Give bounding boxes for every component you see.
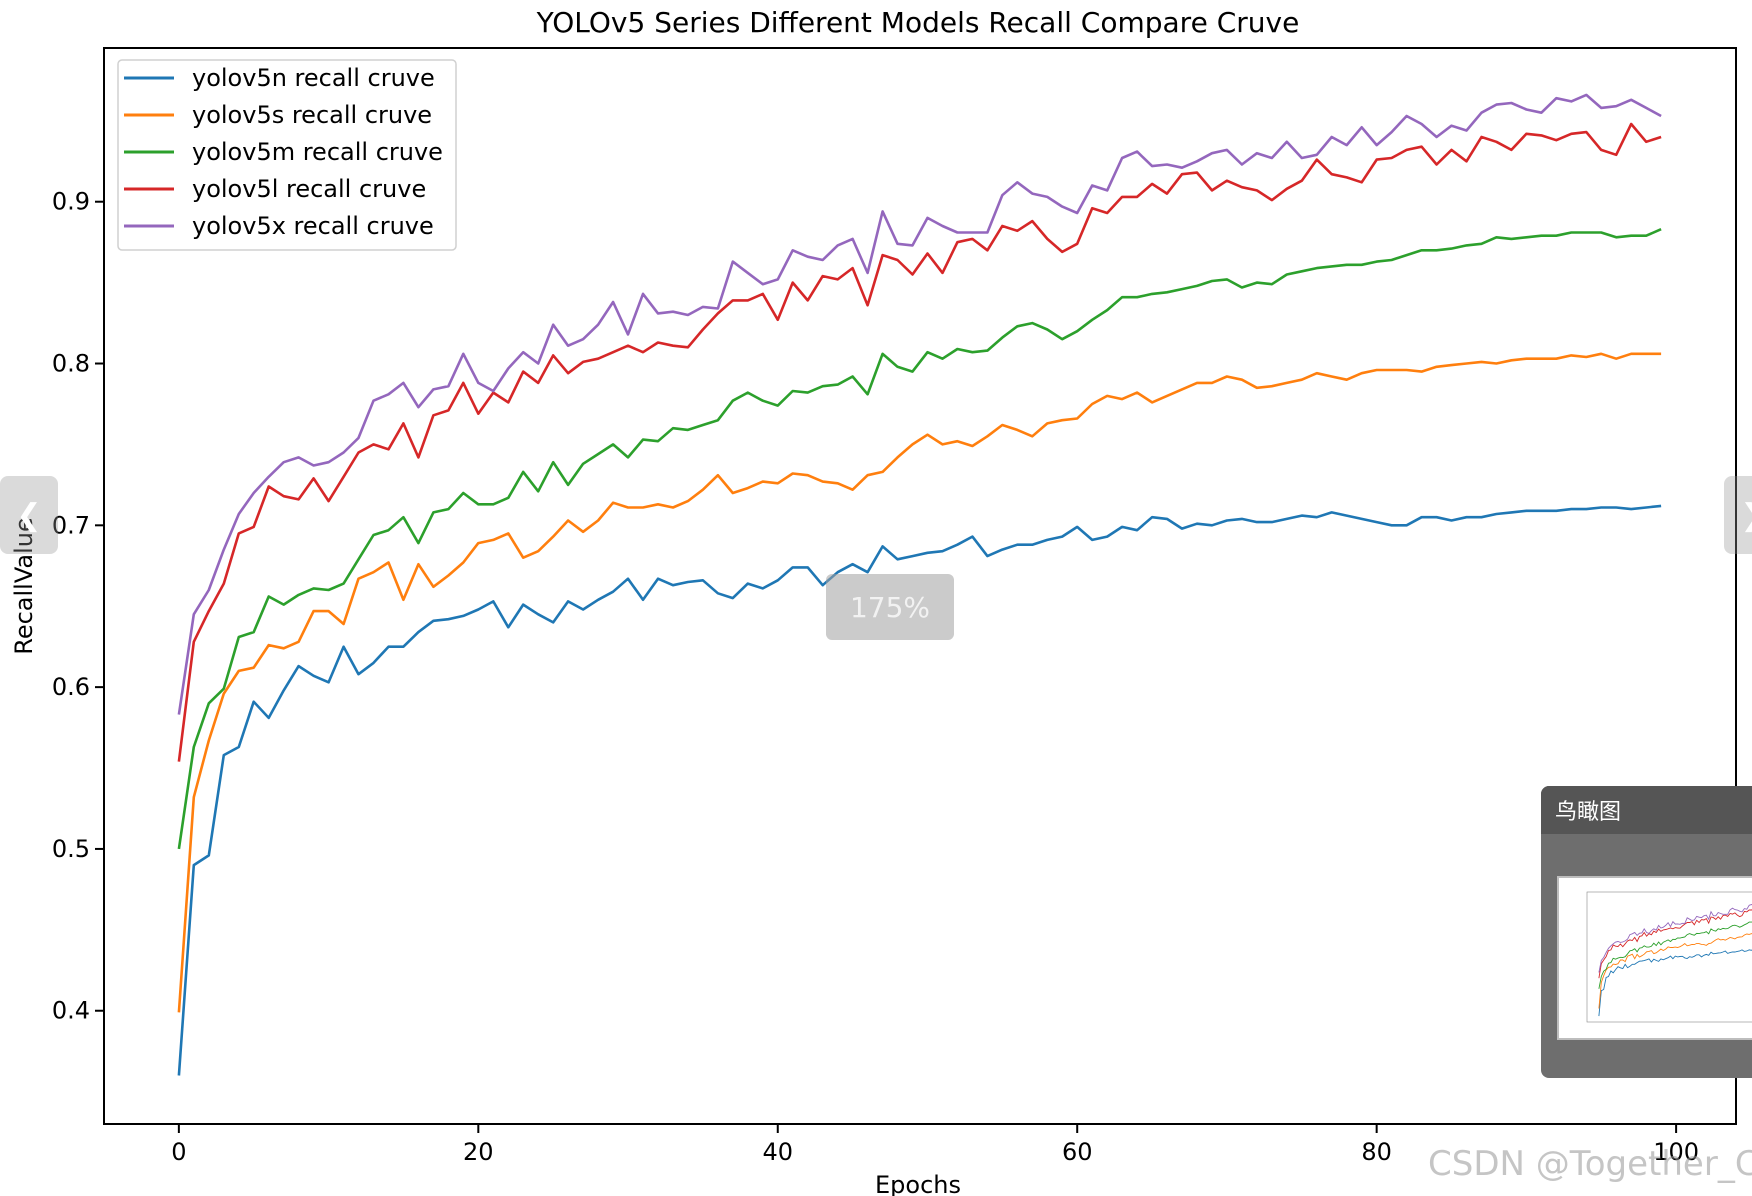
x-axis: 0 20 40 60 80 100 [171, 1124, 1699, 1166]
legend-label-1: yolov5s recall cruve [192, 101, 432, 129]
birdseye-panel[interactable]: 鸟瞰图 [1541, 786, 1752, 1078]
x-tick-label: 60 [1062, 1138, 1093, 1166]
y-tick-label: 0.6 [52, 673, 90, 701]
legend: yolov5n recall cruve yolov5s recall cruve… [117, 59, 457, 251]
thumbnail-line-3 [1598, 909, 1752, 979]
birdseye-thumbnail[interactable] [1557, 876, 1752, 1040]
thumbnail-line-4 [1598, 903, 1752, 973]
legend-label-4: yolov5x recall cruve [192, 212, 434, 240]
thumbnail-chart [1586, 891, 1752, 1023]
x-tick-label: 0 [171, 1138, 186, 1166]
chevron-right-icon: ❯ [1740, 498, 1752, 533]
y-axis-label: RecallValue [10, 517, 38, 655]
legend-box [117, 59, 457, 251]
thumbnail-frame [1586, 891, 1752, 1023]
x-tick-label: 100 [1653, 1138, 1699, 1166]
zoom-level-badge: 175% [826, 574, 954, 640]
y-tick-label: 0.7 [52, 511, 90, 539]
y-tick-label: 0.9 [52, 188, 90, 216]
x-axis-label: Epochs [875, 1171, 961, 1196]
series-lines [177, 93, 1662, 1076]
legend-label-3: yolov5l recall cruve [192, 175, 426, 203]
y-axis: 0.4 0.5 0.6 0.7 0.8 0.9 [52, 188, 104, 1025]
chart-title: YOLOv5 Series Different Models Recall Co… [536, 6, 1300, 39]
plot-area [103, 47, 1737, 1125]
y-tick-label: 0.8 [52, 350, 90, 378]
series-line-4 [177, 93, 1662, 715]
legend-label-2: yolov5m recall cruve [192, 138, 443, 166]
thumbnail-line-0 [1598, 949, 1752, 1017]
birdseye-title: 鸟瞰图 [1541, 786, 1752, 834]
series-line-0 [177, 504, 1662, 1076]
series-line-1 [177, 352, 1662, 1013]
chevron-left-icon: ❮ [16, 497, 42, 533]
thumbnail-line-1 [1598, 933, 1752, 1009]
y-tick-label: 0.5 [52, 835, 90, 863]
series-line-2 [177, 228, 1662, 850]
prev-image-button[interactable]: ❮ [0, 476, 58, 554]
x-tick-label: 20 [463, 1138, 494, 1166]
watermark: CSDN @Together_CZ [1428, 1144, 1752, 1184]
x-tick-label: 80 [1361, 1138, 1392, 1166]
thumbnail-line-2 [1598, 921, 1752, 989]
series-line-3 [177, 122, 1662, 762]
next-image-button[interactable]: ❯ [1724, 476, 1752, 554]
legend-label-0: yolov5n recall cruve [192, 64, 435, 92]
y-tick-label: 0.4 [52, 997, 90, 1025]
x-tick-label: 40 [762, 1138, 793, 1166]
